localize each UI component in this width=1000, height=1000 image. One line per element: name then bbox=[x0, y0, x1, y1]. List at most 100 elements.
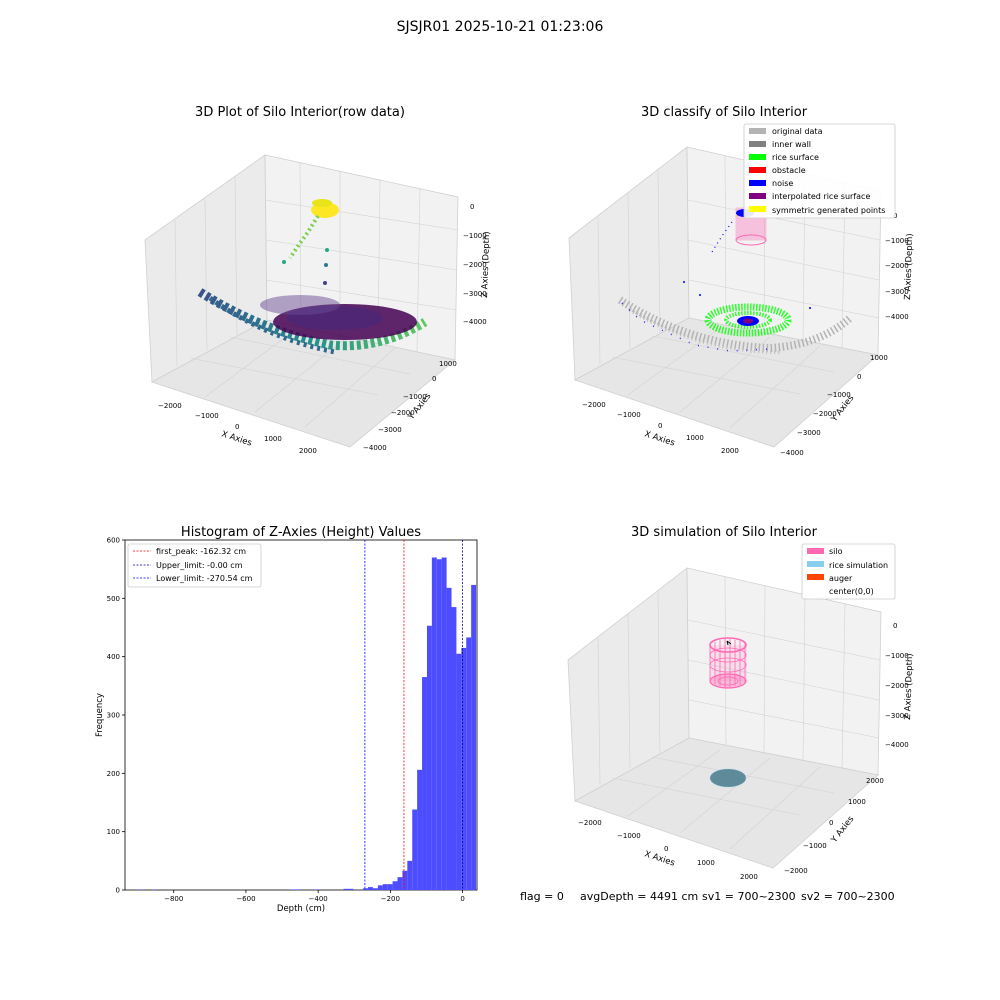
y-tick: −4000 bbox=[363, 444, 387, 452]
x-axis-label: X Axies bbox=[643, 429, 676, 448]
y-tick: 2000 bbox=[866, 777, 884, 785]
histogram-bars bbox=[137, 557, 477, 890]
histogram-bar bbox=[436, 559, 442, 890]
histogram-bar bbox=[392, 881, 398, 890]
legend-swatch bbox=[749, 154, 766, 160]
classify-legend: original data inner wall rice surface ob… bbox=[743, 123, 896, 219]
histogram-bar bbox=[137, 889, 143, 890]
histogram-bar bbox=[407, 860, 413, 890]
y-tick-label: 100 bbox=[107, 828, 120, 836]
x-tick: −1000 bbox=[617, 832, 641, 840]
x-tick: 0 bbox=[664, 845, 668, 853]
legend-entry: symmetric generated points bbox=[772, 206, 885, 215]
histogram-bar bbox=[382, 884, 388, 890]
legend-entry: original data bbox=[772, 127, 823, 136]
z-axis-ticks: 0 −1000 −2000 −3000 −4000 bbox=[885, 622, 909, 749]
histogram-bar bbox=[294, 889, 300, 890]
z-tick: −4000 bbox=[885, 313, 909, 321]
histogram-bar bbox=[368, 887, 373, 890]
subplot-classify-3d: 3D classify of Silo Interior bbox=[568, 105, 915, 457]
y-tick: −2000 bbox=[784, 867, 808, 875]
x-tick: −2000 bbox=[158, 402, 182, 410]
x-axis-label: Depth (cm) bbox=[277, 904, 325, 914]
y-axis-ticks: 1000 0 −1000 −2000 −3000 −4000 bbox=[363, 360, 457, 452]
x-tick: 2000 bbox=[299, 447, 317, 455]
histogram-bar bbox=[348, 888, 354, 890]
histogram-bar bbox=[456, 653, 462, 890]
z-axis-label: Z Axies (Depth) bbox=[903, 233, 915, 300]
subplot-raw-title: 3D Plot of Silo Interior(row data) bbox=[195, 105, 405, 120]
z-tick: 0 bbox=[470, 203, 474, 211]
legend-entry: rice surface bbox=[772, 153, 819, 162]
legend-entry: inner wall bbox=[772, 140, 811, 149]
y-tick: 1000 bbox=[870, 354, 888, 362]
flag-text: flag = 0 bbox=[520, 890, 564, 903]
center-marker bbox=[726, 640, 732, 646]
legend-swatch bbox=[749, 167, 766, 173]
legend-swatch bbox=[749, 193, 766, 199]
histogram-bar bbox=[461, 647, 467, 890]
legend-entry: Upper_limit: -0.00 cm bbox=[156, 561, 243, 570]
histogram-bar bbox=[441, 557, 447, 890]
pane-walls bbox=[144, 154, 459, 448]
figure-suptitle: SJSJR01 2025-10-21 01:23:06 bbox=[397, 19, 604, 35]
x-tick-label: −400 bbox=[309, 895, 328, 903]
pane-walls bbox=[567, 567, 882, 869]
x-tick: 0 bbox=[235, 423, 239, 431]
y-tick: 1000 bbox=[848, 798, 866, 806]
y-tick: −4000 bbox=[780, 449, 804, 457]
y-axis-label: Frequency bbox=[95, 693, 105, 737]
z-axis-label: Z Axies (Depth) bbox=[903, 653, 915, 720]
histogram-bar bbox=[152, 889, 157, 890]
subplot-classify-title: 3D classify of Silo Interior bbox=[641, 105, 808, 120]
x-tick-label: −600 bbox=[236, 895, 255, 903]
x-axis-label: X Axies bbox=[643, 849, 676, 868]
legend-entry: silo bbox=[829, 547, 843, 556]
legend-swatch bbox=[749, 206, 766, 212]
histogram-bar bbox=[343, 888, 349, 890]
x-tick: 2000 bbox=[721, 447, 739, 455]
histogram-bar bbox=[412, 809, 418, 890]
sv2-text: sv2 = 700~2300 bbox=[801, 890, 895, 903]
legend-swatch bbox=[807, 548, 824, 554]
rice-simulation-surface bbox=[709, 768, 747, 788]
x-tick: 1000 bbox=[264, 435, 282, 443]
histogram-bar bbox=[422, 677, 427, 890]
histogram-legend: first_peak: -162.32 cm Upper_limit: -0.0… bbox=[127, 543, 262, 588]
x-axis-ticks: −2000 −1000 0 1000 2000 bbox=[158, 402, 317, 455]
z-tick: −3000 bbox=[885, 712, 909, 720]
legend-entry: obstacle bbox=[772, 166, 806, 175]
x-tick: −2000 bbox=[582, 401, 606, 409]
subplot-simulation-3d: 3D simulation of Silo Interior bbox=[567, 525, 915, 881]
x-tick: 1000 bbox=[686, 434, 704, 442]
histogram-bar bbox=[466, 637, 472, 890]
z-tick: −1000 bbox=[885, 652, 909, 660]
x-axis-ticks: −2000 −1000 0 1000 2000 bbox=[578, 819, 758, 881]
legend-swatch bbox=[749, 180, 766, 186]
histogram-bar bbox=[387, 884, 393, 890]
y-tick: −2000 bbox=[391, 409, 415, 417]
x-axis-ticks: −2000 −1000 0 1000 2000 bbox=[582, 401, 739, 455]
x-tick: 0 bbox=[658, 422, 662, 430]
x-tick-label: 0 bbox=[460, 895, 464, 903]
y-tick: 0 bbox=[432, 375, 436, 383]
z-axis-ticks: 0 −1000 −2000 −3000 −4000 bbox=[463, 203, 487, 326]
raw-point-cloud bbox=[197, 199, 428, 355]
histogram-bar bbox=[372, 888, 378, 890]
x-axis-ticks: −800 −600 −400 −200 0 bbox=[164, 890, 465, 903]
legend-entry: auger bbox=[829, 574, 853, 583]
z-tick: −1000 bbox=[463, 232, 487, 240]
z-tick: −4000 bbox=[885, 741, 909, 749]
y-axis-ticks: 1000 0 −1000 −2000 −3000 −4000 bbox=[780, 354, 888, 457]
x-tick: −1000 bbox=[195, 412, 219, 420]
y-tick-label: 400 bbox=[107, 653, 120, 661]
y-tick: 0 bbox=[829, 819, 833, 827]
histogram-bar bbox=[446, 587, 452, 890]
histogram-title: Histogram of Z-Axies (Height) Values bbox=[181, 525, 421, 540]
x-tick-label: −800 bbox=[164, 895, 183, 903]
z-axis-label: Z Axies (Depth) bbox=[480, 231, 492, 298]
histogram-bar bbox=[377, 885, 383, 890]
simulation-legend: silo rice simulation auger center(0,0) bbox=[801, 543, 896, 600]
z-tick: −4000 bbox=[463, 318, 487, 326]
legend-entry: rice simulation bbox=[829, 561, 888, 570]
